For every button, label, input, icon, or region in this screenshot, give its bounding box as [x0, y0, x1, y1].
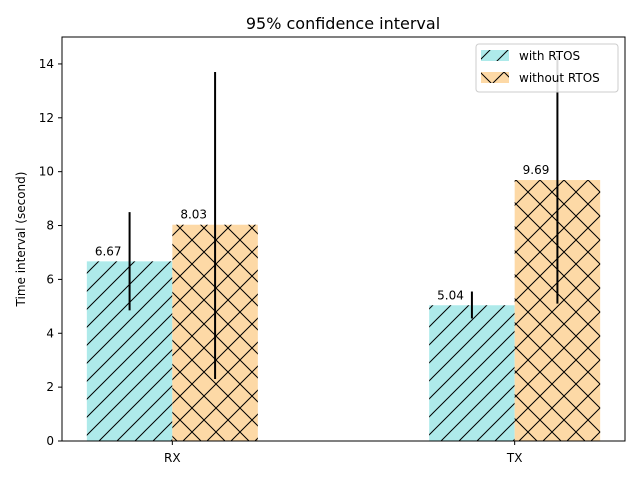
legend-frame — [475, 43, 619, 93]
y-tick-label: 14 — [39, 57, 54, 71]
bar-value-label: 9.69 — [523, 163, 550, 177]
y-tick-label: 10 — [39, 165, 54, 179]
y-tick-label: 6 — [46, 272, 54, 286]
value-labels: 6.67 5.04 8.03 9.69 — [95, 163, 550, 302]
x-tick-label: RX — [164, 451, 181, 465]
legend-swatch-hatch — [481, 50, 509, 61]
y-tick-label: 0 — [46, 434, 54, 448]
y-tick-label: 2 — [46, 380, 54, 394]
x-tick-label: TX — [506, 451, 523, 465]
y-tick-label: 12 — [39, 111, 54, 125]
plot-frame — [61, 36, 626, 442]
y-axis-ticks: 0 2 4 6 8 10 12 14 — [39, 57, 62, 448]
bars — [86, 180, 601, 442]
y-axis-label: Time interval (second) — [14, 172, 28, 308]
chart-title: 95% confidence interval — [246, 14, 440, 33]
y-tick-label: 8 — [46, 219, 54, 233]
bar-value-label: 5.04 — [437, 288, 464, 302]
legend: with RTOS without RTOS — [475, 43, 619, 93]
bar-hatch — [429, 305, 515, 441]
x-axis-ticks: RX TX — [164, 441, 522, 465]
error-bars — [128, 55, 559, 380]
bar-value-label: 8.03 — [180, 208, 207, 222]
bar-value-label: 6.67 — [95, 244, 122, 258]
legend-label: with RTOS — [519, 49, 580, 63]
y-tick-label: 4 — [46, 326, 54, 340]
legend-label: without RTOS — [519, 71, 600, 85]
legend-swatch-hatch — [481, 72, 509, 83]
